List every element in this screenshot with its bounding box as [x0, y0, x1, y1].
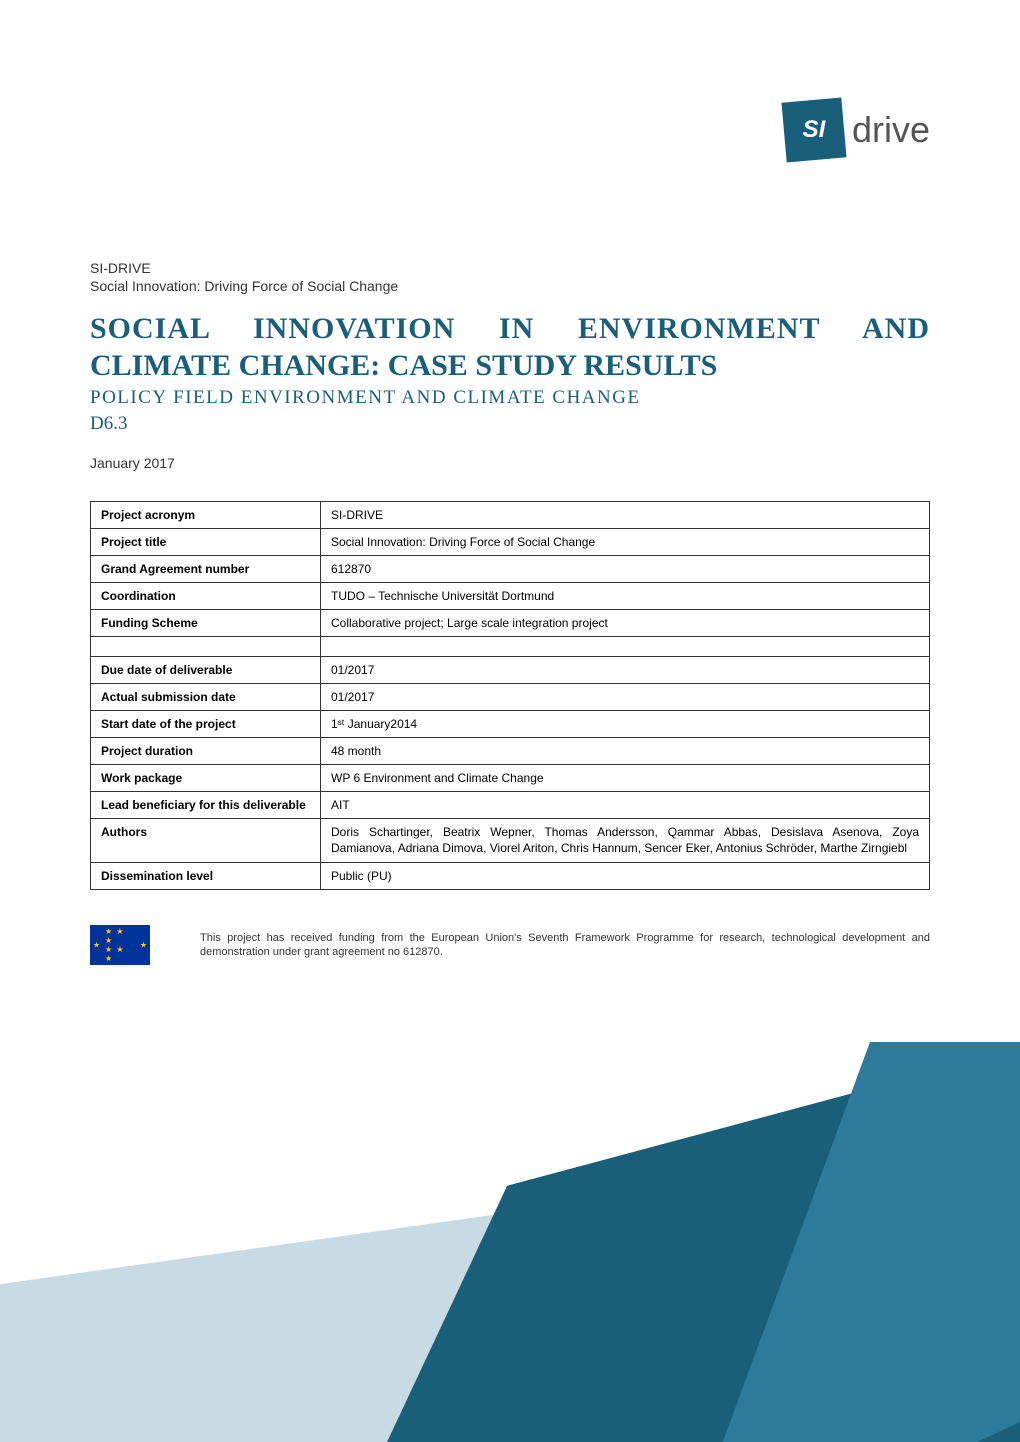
pre-title-line2: Social Innovation: Driving Force of Soci…: [90, 278, 930, 294]
table-label: Project duration: [91, 738, 321, 765]
table-row: AuthorsDoris Schartinger, Beatrix Wepner…: [91, 819, 930, 863]
logo-container: drive: [90, 100, 930, 160]
funding-section: ★ ★ This project has received funding fr…: [90, 925, 930, 965]
table-value: Social Innovation: Driving Force of Soci…: [321, 529, 930, 556]
table-value: 48 month: [321, 738, 930, 765]
table-value: Doris Schartinger, Beatrix Wepner, Thoma…: [321, 819, 930, 863]
table-row: Actual submission date01/2017: [91, 684, 930, 711]
table-value: Public (PU): [321, 863, 930, 890]
table-value: SI-DRIVE: [321, 502, 930, 529]
decorative-shapes: [0, 1042, 1020, 1442]
table-label: Due date of deliverable: [91, 657, 321, 684]
table-value: AIT: [321, 792, 930, 819]
table-row: Funding SchemeCollaborative project; Lar…: [91, 610, 930, 637]
subtitle: POLICY FIELD ENVIRONMENT AND CLIMATE CHA…: [90, 387, 930, 409]
logo-icon: [781, 97, 846, 162]
table-cell-empty: [91, 637, 321, 657]
table-row: CoordinationTUDO – Technische Universitä…: [91, 583, 930, 610]
table-row: Work packageWP 6 Environment and Climate…: [91, 765, 930, 792]
table-value: 01/2017: [321, 684, 930, 711]
table-row: Dissemination levelPublic (PU): [91, 863, 930, 890]
table-label: Lead beneficiary for this deliverable: [91, 792, 321, 819]
table-row: Project titleSocial Innovation: Driving …: [91, 529, 930, 556]
table-value: Collaborative project; Large scale integ…: [321, 610, 930, 637]
table-row: Grand Agreement number612870: [91, 556, 930, 583]
table-value: WP 6 Environment and Climate Change: [321, 765, 930, 792]
table-value: 01/2017: [321, 657, 930, 684]
table-row: Project duration48 month: [91, 738, 930, 765]
pre-title-line1: SI-DRIVE: [90, 260, 930, 276]
eu-flag-icon: ★ ★: [90, 925, 150, 965]
table-row: Due date of deliverable01/2017: [91, 657, 930, 684]
table-row: Start date of the project1ˢᵗ January2014: [91, 711, 930, 738]
project-info-table: Project acronymSI-DRIVEProject titleSoci…: [90, 501, 930, 890]
table-label: Start date of the project: [91, 711, 321, 738]
table-label: Project title: [91, 529, 321, 556]
document-date: January 2017: [90, 455, 930, 471]
funding-text: This project has received funding from t…: [200, 931, 930, 960]
table-row: Lead beneficiary for this deliverableAIT: [91, 792, 930, 819]
table-value: 612870: [321, 556, 930, 583]
table-cell-empty: [321, 637, 930, 657]
table-label: Authors: [91, 819, 321, 863]
table-value: 1ˢᵗ January2014: [321, 711, 930, 738]
header-section: SI-DRIVE Social Innovation: Driving Forc…: [90, 260, 930, 471]
table-label: Funding Scheme: [91, 610, 321, 637]
main-title-line1: SOCIAL INNOVATION IN ENVIRONMENT AND: [90, 312, 930, 347]
si-drive-logo: drive: [784, 100, 930, 160]
eu-star-right: ★: [140, 941, 147, 950]
table-label: Actual submission date: [91, 684, 321, 711]
logo-text: drive: [852, 109, 930, 151]
table-label: Dissemination level: [91, 863, 321, 890]
main-title-line2: CLIMATE CHANGE: CASE STUDY RESULTS: [90, 349, 930, 384]
table-value: TUDO – Technische Universität Dortmund: [321, 583, 930, 610]
eu-star-left: ★: [93, 941, 100, 950]
table-label: Work package: [91, 765, 321, 792]
table-row: Project acronymSI-DRIVE: [91, 502, 930, 529]
table-label: Coordination: [91, 583, 321, 610]
table-row: [91, 637, 930, 657]
document-number: D6.3: [90, 413, 930, 435]
table-label: Project acronym: [91, 502, 321, 529]
table-label: Grand Agreement number: [91, 556, 321, 583]
